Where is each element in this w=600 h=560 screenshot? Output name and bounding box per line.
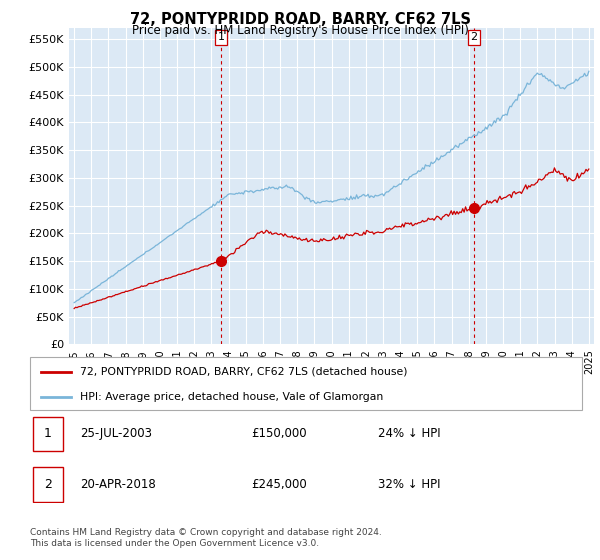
Text: 72, PONTYPRIDD ROAD, BARRY, CF62 7LS: 72, PONTYPRIDD ROAD, BARRY, CF62 7LS	[130, 12, 470, 27]
Text: 72, PONTYPRIDD ROAD, BARRY, CF62 7LS (detached house): 72, PONTYPRIDD ROAD, BARRY, CF62 7LS (de…	[80, 367, 407, 377]
Text: £245,000: £245,000	[251, 478, 307, 491]
Text: Price paid vs. HM Land Registry's House Price Index (HPI): Price paid vs. HM Land Registry's House …	[131, 24, 469, 36]
FancyBboxPatch shape	[30, 357, 582, 410]
Text: 2: 2	[470, 32, 478, 43]
Text: 1: 1	[218, 32, 224, 43]
Text: HPI: Average price, detached house, Vale of Glamorgan: HPI: Average price, detached house, Vale…	[80, 391, 383, 402]
Text: 1: 1	[44, 427, 52, 440]
Text: 24% ↓ HPI: 24% ↓ HPI	[378, 427, 440, 440]
FancyBboxPatch shape	[33, 467, 63, 502]
Text: 2: 2	[44, 478, 52, 491]
Text: 25-JUL-2003: 25-JUL-2003	[80, 427, 152, 440]
Text: 32% ↓ HPI: 32% ↓ HPI	[378, 478, 440, 491]
Text: Contains HM Land Registry data © Crown copyright and database right 2024.
This d: Contains HM Land Registry data © Crown c…	[30, 528, 382, 548]
Text: 20-APR-2018: 20-APR-2018	[80, 478, 155, 491]
Text: £150,000: £150,000	[251, 427, 307, 440]
FancyBboxPatch shape	[33, 417, 63, 451]
